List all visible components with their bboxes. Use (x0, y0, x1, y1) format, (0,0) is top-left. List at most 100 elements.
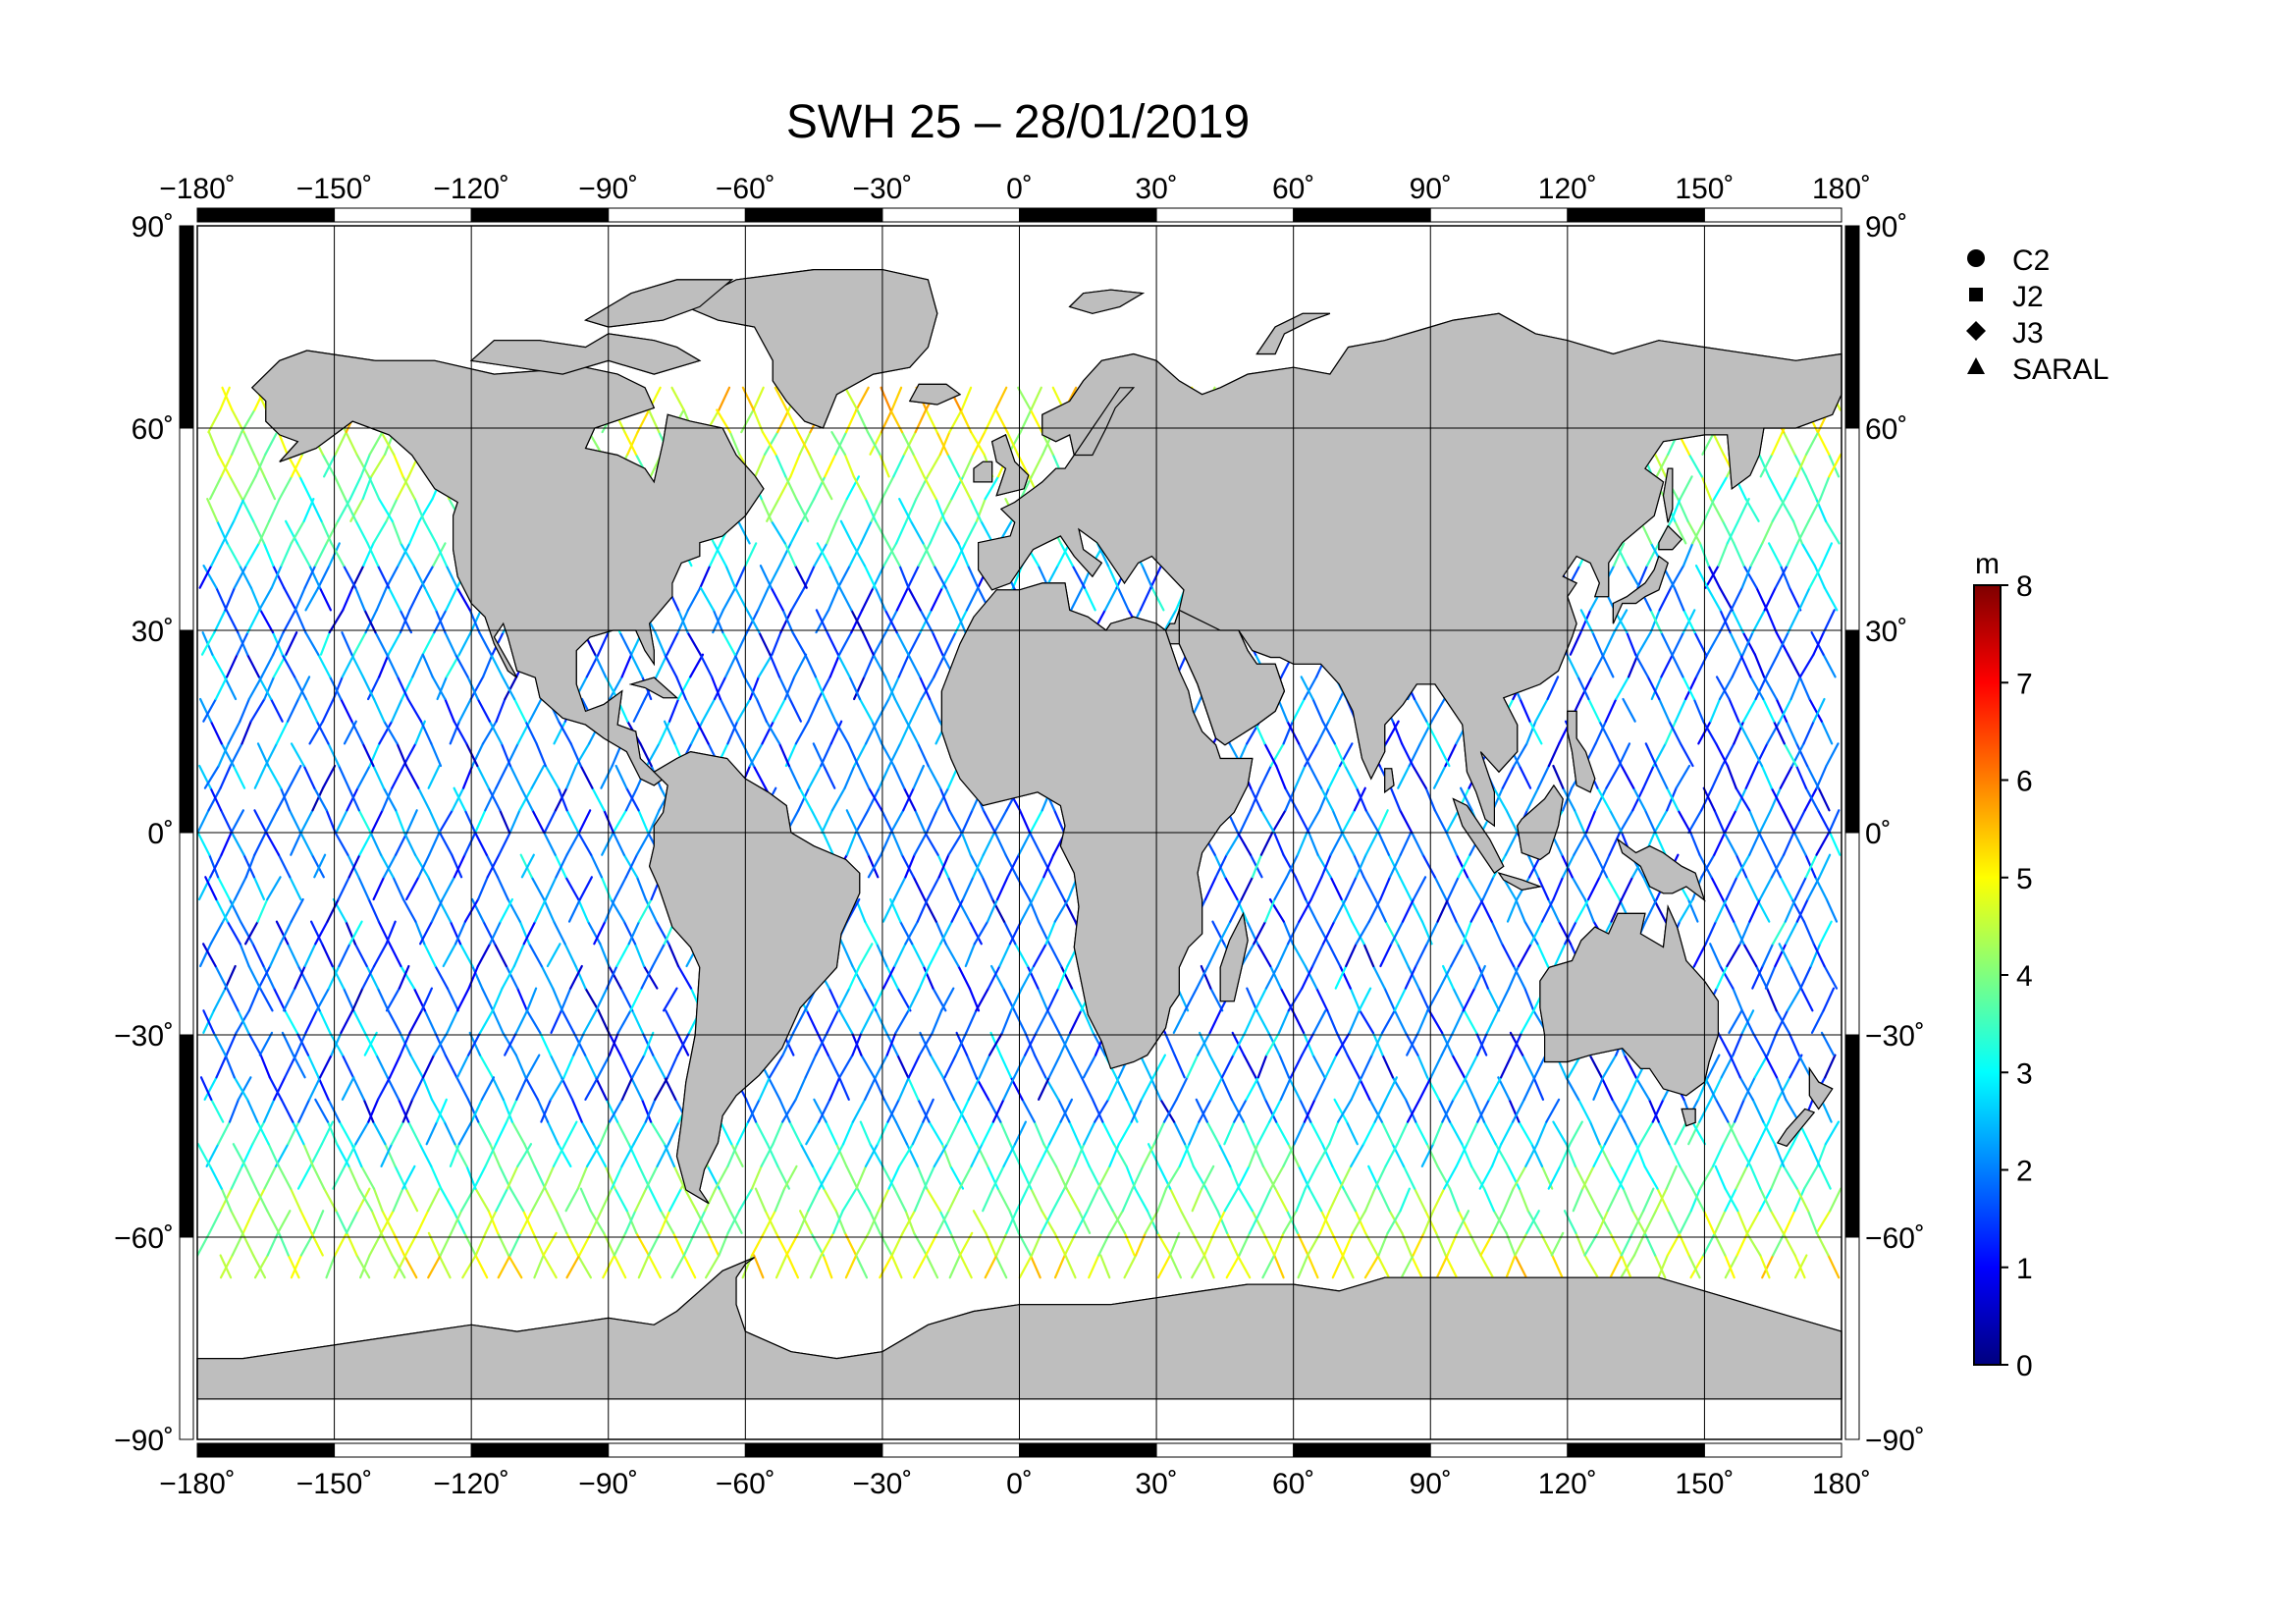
track-segment (1643, 1210, 1658, 1235)
track-segment (565, 764, 577, 789)
track-segment (356, 1187, 371, 1213)
track-segment (1792, 831, 1807, 856)
track-segment (1815, 831, 1831, 856)
track-segment (357, 1187, 373, 1213)
track-segment (1172, 1120, 1187, 1146)
track-segment (637, 1254, 650, 1279)
track-segment (886, 542, 901, 568)
track-segment (890, 386, 903, 411)
track-segment (1602, 630, 1616, 656)
track-segment (864, 720, 879, 745)
track-segment (268, 498, 281, 522)
track-segment (453, 786, 466, 812)
track-segment (676, 609, 689, 634)
track-segment (1808, 697, 1823, 723)
track-segment (1264, 964, 1279, 990)
track-segment (1679, 897, 1694, 923)
track-segment (851, 542, 867, 568)
track-segment (945, 1120, 960, 1146)
track-segment (1523, 920, 1539, 946)
track-segment (1819, 920, 1833, 946)
track-segment (1240, 876, 1255, 901)
lon-label-bottom: 180˚ (1812, 1468, 1871, 1500)
map-frame (179, 207, 1860, 1458)
track-segment (879, 1254, 893, 1279)
track-segment (386, 653, 400, 678)
track-segment (1609, 1254, 1624, 1279)
track-segment (1319, 786, 1334, 812)
track-segment (280, 542, 293, 568)
track-segment (1053, 809, 1066, 835)
track-segment (1450, 943, 1465, 968)
colorbar-tick-label: 0 (2016, 1350, 2033, 1382)
track-segment (1571, 876, 1586, 901)
track-segment (654, 1076, 669, 1102)
track-segment (1014, 943, 1029, 968)
track-segment (647, 1254, 662, 1279)
track-segment (230, 1210, 244, 1235)
track-segment (1748, 897, 1762, 923)
track-segment (266, 876, 282, 901)
track-segment (396, 742, 408, 768)
track-segment (999, 1120, 1012, 1146)
track-segment (907, 653, 922, 678)
track-segment (321, 943, 334, 968)
track-segment (1205, 1120, 1221, 1146)
track-segment (777, 742, 791, 768)
track-segment (367, 475, 381, 501)
track-segment (1441, 964, 1455, 990)
track-segment (1714, 1098, 1730, 1123)
track-segment (843, 764, 856, 789)
track-segment (1731, 609, 1744, 634)
track-segment (372, 876, 386, 901)
track-segment (750, 1164, 763, 1190)
track-segment (542, 1254, 558, 1279)
track-segment (372, 1120, 387, 1146)
track-segment (347, 853, 361, 879)
track-segment (895, 586, 910, 612)
track-segment (219, 764, 232, 789)
graticule (197, 226, 1842, 1439)
track-segment (1545, 1098, 1561, 1123)
track-segment (580, 1120, 595, 1146)
track-segment (1117, 1120, 1133, 1146)
track-segment (724, 564, 737, 589)
track-segment (419, 720, 433, 745)
track-segment (1380, 1120, 1394, 1146)
track-segment (1304, 964, 1318, 990)
track-segment (1338, 1164, 1353, 1190)
track-segment (867, 1210, 881, 1235)
track-segment (1232, 1031, 1247, 1056)
track-segment (523, 1143, 536, 1168)
track-segment (499, 897, 514, 923)
track-segment (1824, 519, 1841, 545)
track-segment (1370, 1031, 1384, 1056)
track-segment (1362, 1120, 1376, 1146)
track-segment (1789, 676, 1802, 701)
track-segment (576, 1254, 593, 1279)
track-segment (902, 786, 917, 812)
track-segment (1617, 1164, 1630, 1190)
track-segment (1282, 720, 1295, 745)
track-segment (844, 1254, 858, 1279)
track-segment (584, 987, 600, 1012)
track-segment (1702, 1210, 1716, 1235)
track-segment (247, 1031, 262, 1056)
track-segment (912, 453, 926, 478)
track-segment (198, 764, 212, 789)
track-segment (1715, 742, 1730, 768)
track-segment (828, 987, 841, 1012)
track-segment (276, 1210, 292, 1235)
track-segment (943, 1054, 957, 1079)
track-segment (287, 1254, 300, 1279)
track-segment (1467, 943, 1480, 968)
track-segment (1272, 831, 1285, 856)
lat-label-left: 0˚ (147, 818, 174, 850)
track-segment (512, 697, 527, 723)
track-segment (1742, 697, 1757, 723)
track-segment (1223, 1187, 1240, 1213)
track-segment (1225, 831, 1242, 856)
track-segment (354, 586, 366, 612)
track-segment (925, 1254, 939, 1279)
track-segment (1268, 1098, 1282, 1123)
